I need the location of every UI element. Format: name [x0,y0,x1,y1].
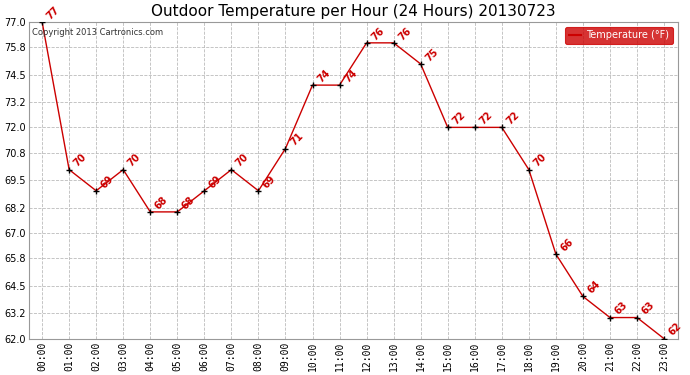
Text: 75: 75 [424,46,440,63]
Text: 72: 72 [451,110,467,127]
Text: Copyright 2013 Cartronics.com: Copyright 2013 Cartronics.com [32,28,163,37]
Text: 69: 69 [99,173,115,190]
Text: 63: 63 [613,300,629,317]
Text: 70: 70 [126,152,143,169]
Text: 76: 76 [369,26,386,42]
Text: 76: 76 [397,26,413,42]
Text: 62: 62 [667,321,684,338]
Text: 66: 66 [559,237,575,254]
Legend: Temperature (°F): Temperature (°F) [565,27,673,44]
Text: 72: 72 [504,110,521,127]
Text: 74: 74 [342,68,359,84]
Text: 74: 74 [315,68,332,84]
Title: Outdoor Temperature per Hour (24 Hours) 20130723: Outdoor Temperature per Hour (24 Hours) … [150,4,555,19]
Text: 72: 72 [477,110,494,127]
Text: 70: 70 [234,152,250,169]
Text: 63: 63 [640,300,656,317]
Text: 71: 71 [288,131,305,148]
Text: 68: 68 [153,194,170,211]
Text: 77: 77 [45,4,61,21]
Text: 69: 69 [207,173,224,190]
Text: 64: 64 [586,279,602,296]
Text: 70: 70 [72,152,88,169]
Text: 69: 69 [262,173,278,190]
Text: 70: 70 [531,152,549,169]
Text: 68: 68 [180,194,197,211]
